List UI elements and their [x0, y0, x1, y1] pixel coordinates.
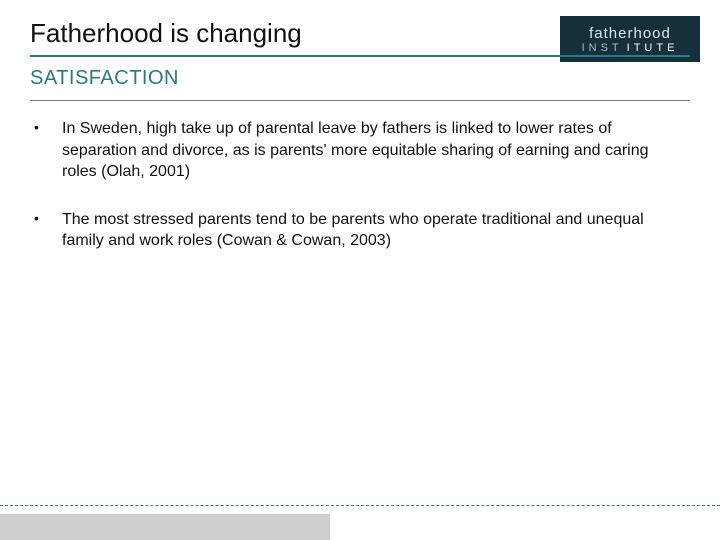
slide-title: Fatherhood is changing [30, 18, 700, 49]
footer-bar [0, 514, 330, 540]
list-item: In Sweden, high take up of parental leav… [34, 118, 686, 183]
slide: fatherhood INSTITUTE Fatherhood is chang… [0, 0, 720, 540]
slide-subtitle: SATISFACTION [30, 67, 700, 90]
slide-header: Fatherhood is changing SATISFACTION [30, 18, 700, 101]
bullet-list: In Sweden, high take up of parental leav… [34, 118, 686, 252]
slide-content: In Sweden, high take up of parental leav… [34, 118, 686, 278]
footer-dashed-rule [0, 505, 720, 506]
subtitle-rule [30, 100, 690, 101]
list-item: The most stressed parents tend to be par… [34, 209, 686, 252]
title-rule [30, 55, 690, 57]
